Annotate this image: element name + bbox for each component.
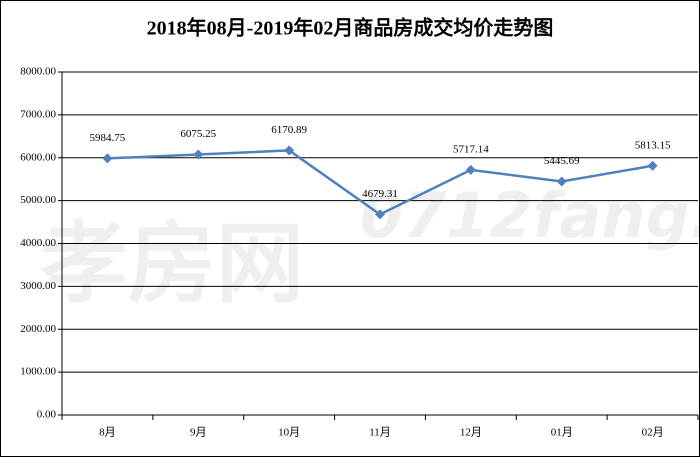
marker <box>465 164 476 175</box>
marker <box>556 176 567 187</box>
y-tick-label: 3000.00 <box>20 280 56 292</box>
x-tick-label: 02月 <box>642 427 664 439</box>
y-tick-label: 1000.00 <box>20 366 56 378</box>
x-tick-label: 11月 <box>369 427 391 439</box>
x-tick-label: 12月 <box>460 427 482 439</box>
x-tick-label: 10月 <box>278 427 300 439</box>
marker <box>647 160 658 171</box>
x-tick-label: 8月 <box>99 427 116 439</box>
marker <box>102 153 113 164</box>
data-label: 4679.31 <box>362 188 398 200</box>
x-tick-label: 01月 <box>551 427 573 439</box>
watermark: 孝房网 <box>40 212 304 315</box>
chart-title: 2018年08月-2019年02月商品房成交均价走势图 <box>147 16 554 40</box>
y-tick-label: 0.00 <box>37 409 57 421</box>
y-tick-label: 2000.00 <box>20 323 56 335</box>
data-label: 5813.15 <box>635 139 671 151</box>
data-label: 5445.69 <box>544 155 580 167</box>
y-tick-label: 7000.00 <box>20 108 56 120</box>
y-tick-label: 6000.00 <box>20 151 56 163</box>
y-tick-label: 5000.00 <box>20 194 56 206</box>
y-tick-label: 4000.00 <box>20 237 56 249</box>
watermark: 0712fang.com <box>360 179 700 252</box>
data-label: 5717.14 <box>453 143 489 155</box>
marker <box>284 145 295 156</box>
marker <box>375 209 385 220</box>
data-label: 6170.89 <box>271 124 307 136</box>
data-label: 5984.75 <box>90 132 126 144</box>
data-label: 6075.25 <box>180 128 216 140</box>
y-tick-label: 8000.00 <box>20 66 56 78</box>
marker <box>193 149 204 160</box>
x-tick-label: 9月 <box>190 427 207 439</box>
